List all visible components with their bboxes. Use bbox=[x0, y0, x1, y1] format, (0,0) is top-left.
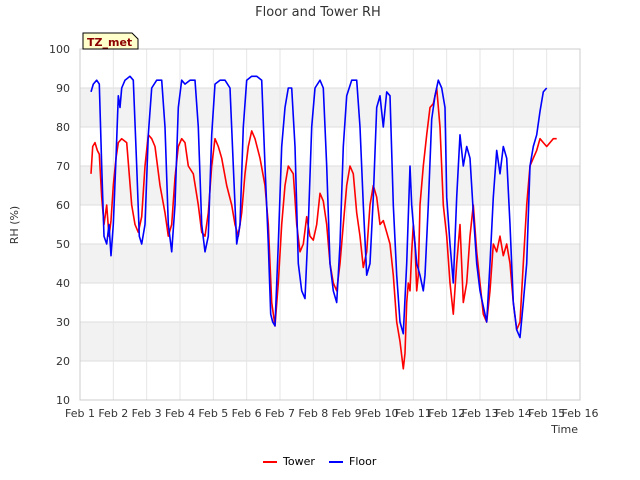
plot-frame bbox=[79, 48, 581, 401]
x-tick-label: Feb 2 bbox=[98, 407, 128, 420]
legend-tower-label: Tower bbox=[282, 455, 315, 468]
legend-floor-label: Floor bbox=[349, 455, 377, 468]
band-60-70 bbox=[80, 166, 580, 205]
x-tick-label: Feb 10 bbox=[362, 407, 399, 420]
x-tick-label: Feb 1 bbox=[65, 407, 95, 420]
band-20-30 bbox=[80, 322, 580, 361]
x-tick-label: Feb 3 bbox=[132, 407, 162, 420]
series-line-tower bbox=[90, 87, 557, 370]
y-tick-label: 100 bbox=[49, 43, 70, 56]
x-axis: Feb 1 Feb 2 Feb 3 Feb 4 Feb 5 Feb 6 Feb 7 Feb 8… bbox=[65, 407, 598, 420]
chart-title: Floor and Tower RH bbox=[255, 5, 381, 20]
y-axis-title: RH (%) bbox=[8, 206, 21, 244]
y-tick-label: 80 bbox=[56, 121, 70, 134]
x-tick-label: Feb 7 bbox=[265, 407, 295, 420]
x-tick-label: Feb 16 bbox=[562, 407, 599, 420]
tz-met-label: TZ_met bbox=[87, 36, 132, 49]
series-group bbox=[90, 75, 557, 370]
band-80-90 bbox=[80, 88, 580, 127]
y-axis: 10 20 30 40 50 60 70 80 90 100 bbox=[49, 43, 70, 407]
x-tick-label: Feb 9 bbox=[332, 407, 362, 420]
band-90-100 bbox=[80, 49, 580, 88]
x-tick-label: Feb 6 bbox=[232, 407, 262, 420]
x-tick-label: Feb 13 bbox=[462, 407, 499, 420]
band-30-40 bbox=[80, 283, 580, 322]
y-tick-label: 10 bbox=[56, 394, 70, 407]
band-10-20 bbox=[80, 361, 580, 400]
x-tick-label: Feb 4 bbox=[165, 407, 195, 420]
y-tick-label: 40 bbox=[56, 277, 70, 290]
tz-met-box bbox=[82, 32, 139, 50]
x-axis-title: Time bbox=[550, 423, 578, 436]
x-tick-label: Feb 5 bbox=[198, 407, 228, 420]
x-tick-label: Feb 14 bbox=[495, 407, 532, 420]
y-tick-label: 30 bbox=[56, 316, 70, 329]
tz-met-annotation: TZ_met bbox=[82, 32, 139, 50]
x-tick-label: Feb 12 bbox=[428, 407, 465, 420]
plot-background bbox=[80, 49, 580, 400]
legend: Tower Floor bbox=[263, 455, 377, 468]
y-tick-label: 20 bbox=[56, 355, 70, 368]
y-tick-label: 60 bbox=[56, 199, 70, 212]
x-tick-label: Feb 15 bbox=[528, 407, 565, 420]
y-tick-label: 70 bbox=[56, 160, 70, 173]
x-tick-label: Feb 11 bbox=[395, 407, 432, 420]
band-50-60 bbox=[80, 205, 580, 244]
series-line-floor bbox=[90, 75, 548, 339]
x-tick-label: Feb 8 bbox=[298, 407, 328, 420]
y-tick-label: 90 bbox=[56, 82, 70, 95]
y-tick-label: 50 bbox=[56, 238, 70, 251]
